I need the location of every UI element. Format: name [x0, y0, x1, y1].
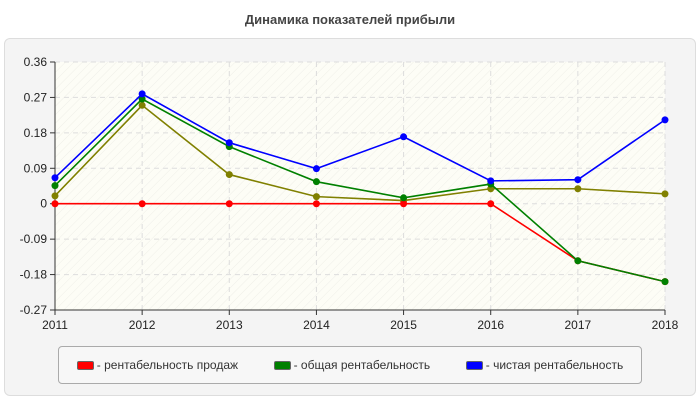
- x-tick-label: 2016: [477, 318, 504, 332]
- data-point: [661, 278, 669, 286]
- x-tick-label: 2015: [390, 318, 417, 332]
- data-point: [312, 193, 320, 201]
- y-tick-label: 0.18: [24, 126, 48, 140]
- data-point: [138, 90, 146, 98]
- y-tick-label: 0: [40, 197, 47, 211]
- data-point: [574, 185, 582, 193]
- series-line: [54, 104, 666, 202]
- y-tick-label: 0.09: [24, 161, 48, 175]
- data-point: [138, 101, 146, 109]
- legend-item: - общая рентабельность: [273, 358, 431, 372]
- data-point: [574, 257, 582, 265]
- data-point: [225, 171, 233, 179]
- series-line: [54, 92, 666, 182]
- y-tick-label: 0.36: [24, 55, 48, 69]
- y-tick-label: 0.27: [24, 90, 48, 104]
- data-point: [138, 95, 146, 103]
- series-line: [55, 202, 666, 283]
- y-tick-label: -0.27: [20, 303, 48, 317]
- x-tick-label: 2013: [216, 318, 243, 332]
- data-point: [225, 200, 233, 208]
- data-point: [312, 165, 320, 173]
- data-point: [487, 177, 495, 185]
- legend: - рентабельность продаж - общая рентабель…: [58, 346, 642, 384]
- data-point: [312, 178, 320, 186]
- data-point: [312, 200, 320, 208]
- legend-swatch: [273, 360, 291, 370]
- series-line: [54, 98, 666, 283]
- data-point: [400, 194, 408, 202]
- y-tick-label: -0.18: [20, 268, 48, 282]
- data-point: [661, 116, 669, 124]
- legend-item: - чистая рентабельность: [465, 358, 624, 372]
- x-tick-label: 2014: [303, 318, 330, 332]
- data-point: [51, 182, 59, 190]
- data-point: [487, 200, 495, 208]
- data-point: [51, 192, 59, 200]
- plot-area: [55, 62, 665, 310]
- data-point: [574, 176, 582, 184]
- y-tick-label: -0.09: [20, 232, 48, 246]
- data-point: [661, 190, 669, 198]
- data-point: [51, 174, 59, 182]
- legend-label: - рентабельность продаж: [96, 358, 239, 372]
- x-tick-label: 2011: [42, 318, 68, 332]
- legend-swatch: [465, 360, 483, 370]
- legend-item: - рентабельность продаж: [76, 358, 239, 372]
- legend-label: - общая рентабельность: [293, 358, 431, 372]
- x-tick-label: 2018: [652, 318, 679, 332]
- data-point: [225, 139, 233, 147]
- x-tick-label: 2012: [129, 318, 156, 332]
- data-point: [400, 133, 408, 141]
- x-tick-label: 2017: [565, 318, 592, 332]
- data-point: [400, 200, 408, 208]
- legend-swatch: [76, 360, 94, 370]
- chart-title: Динамика показателей прибыли: [244, 12, 456, 27]
- legend-label: - чистая рентабельность: [485, 358, 624, 372]
- data-point: [138, 200, 146, 208]
- data-point: [51, 200, 59, 208]
